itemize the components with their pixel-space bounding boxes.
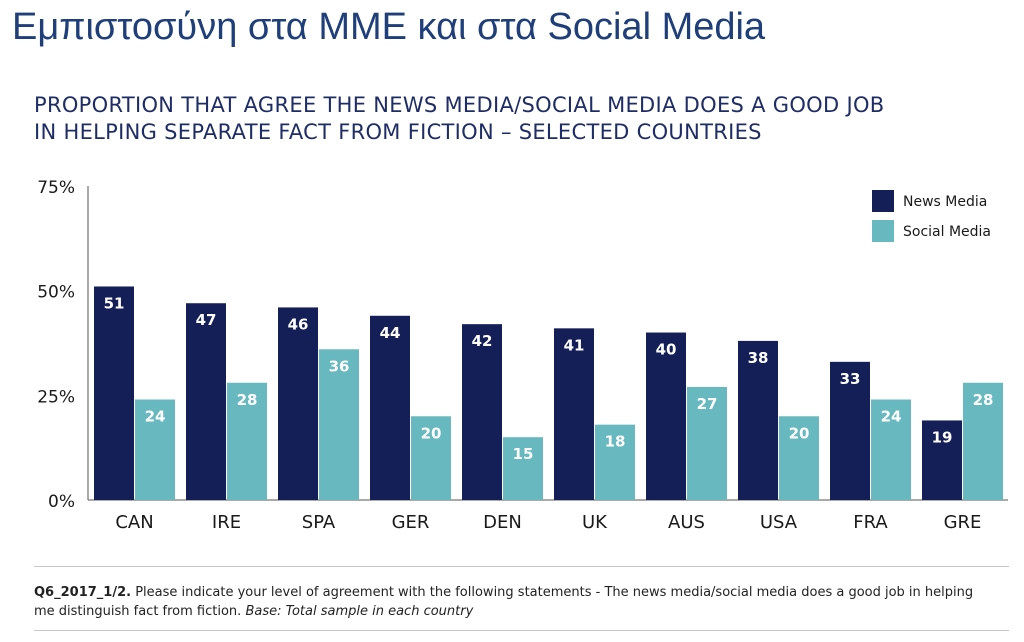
footnote-top-rule	[34, 566, 1009, 567]
bar-news	[462, 324, 502, 500]
data-label: 46	[288, 315, 309, 333]
x-tick-label: GER	[392, 512, 430, 533]
data-label: 24	[881, 408, 902, 426]
chart-title: PROPORTION THAT AGREE THE NEWS MEDIA/SOC…	[34, 92, 994, 146]
x-tick-label: IRE	[212, 512, 241, 533]
x-tick-label: USA	[760, 512, 798, 533]
bar-social	[503, 437, 543, 500]
bar-news	[554, 328, 594, 500]
chart-title-line-1: PROPORTION THAT AGREE THE NEWS MEDIA/SOC…	[34, 93, 885, 117]
y-tick-label: 75%	[37, 178, 75, 198]
data-label: 18	[605, 433, 626, 451]
bar-social	[227, 382, 267, 500]
legend-label: Social Media	[903, 224, 991, 240]
footnote-question-code: Q6_2017_1/2.	[34, 585, 132, 600]
data-label: 28	[237, 391, 258, 409]
y-tick-label: 50%	[37, 283, 75, 303]
footnote: Q6_2017_1/2. Please indicate your level …	[34, 583, 994, 621]
footnote-bottom-rule	[34, 630, 1009, 631]
bar-social	[779, 416, 819, 500]
bar-news	[646, 332, 686, 500]
data-label: 27	[697, 395, 718, 413]
data-label: 36	[329, 357, 350, 375]
data-label: 15	[513, 445, 534, 463]
x-tick-label: CAN	[115, 512, 153, 533]
data-label: 47	[196, 311, 217, 329]
bar-social	[411, 416, 451, 500]
data-label: 41	[564, 336, 585, 354]
footnote-base: Base: Total sample in each country	[245, 604, 474, 619]
x-tick-label: DEN	[483, 512, 522, 533]
bar-chart: 0% 25% 50% 75% 51 24 CAN 47 28 IRE 46 36 SPA 44 20 GER 4…	[37, 178, 1008, 533]
footnote-text: Please indicate your level of agreement …	[34, 585, 974, 619]
bar-social	[595, 424, 635, 500]
data-label: 40	[656, 341, 677, 359]
slide-title: Εμπιστοσύνη στα ΜΜΕ και στα Social Media	[12, 6, 766, 48]
data-label: 20	[421, 424, 442, 442]
bar-news	[370, 315, 410, 500]
data-label: 33	[840, 370, 861, 388]
bar-social	[871, 399, 911, 500]
data-label: 19	[932, 428, 953, 446]
x-tick-label: SPA	[302, 512, 336, 533]
bar-news	[94, 286, 134, 500]
bar-social	[963, 382, 1003, 500]
data-label: 28	[973, 391, 994, 409]
chart-title-line-2: IN HELPING SEPARATE FACT FROM FICTION – …	[34, 120, 762, 144]
x-tick-label: FRA	[853, 512, 888, 533]
bar-social	[687, 386, 727, 500]
bar-news	[830, 361, 870, 500]
x-tick-label: AUS	[668, 512, 705, 533]
y-tick-label: 0%	[48, 492, 75, 512]
y-tick-label: 25%	[37, 387, 75, 407]
data-label: 42	[472, 332, 493, 350]
data-label: 38	[748, 349, 769, 367]
bar-social	[319, 349, 359, 500]
legend-swatch-news	[872, 190, 894, 212]
x-tick-label: UK	[582, 512, 608, 533]
data-label: 24	[145, 408, 166, 426]
data-label: 20	[789, 424, 810, 442]
data-label: 51	[104, 294, 125, 312]
bar-social	[135, 399, 175, 500]
bar-news	[186, 303, 226, 500]
x-tick-label: GRE	[944, 512, 982, 533]
bar-news	[738, 340, 778, 500]
legend-label: News Media	[903, 194, 987, 210]
legend-swatch-social	[872, 220, 894, 242]
bar-news	[922, 420, 962, 500]
data-label: 44	[380, 324, 401, 342]
bar-news	[278, 307, 318, 500]
